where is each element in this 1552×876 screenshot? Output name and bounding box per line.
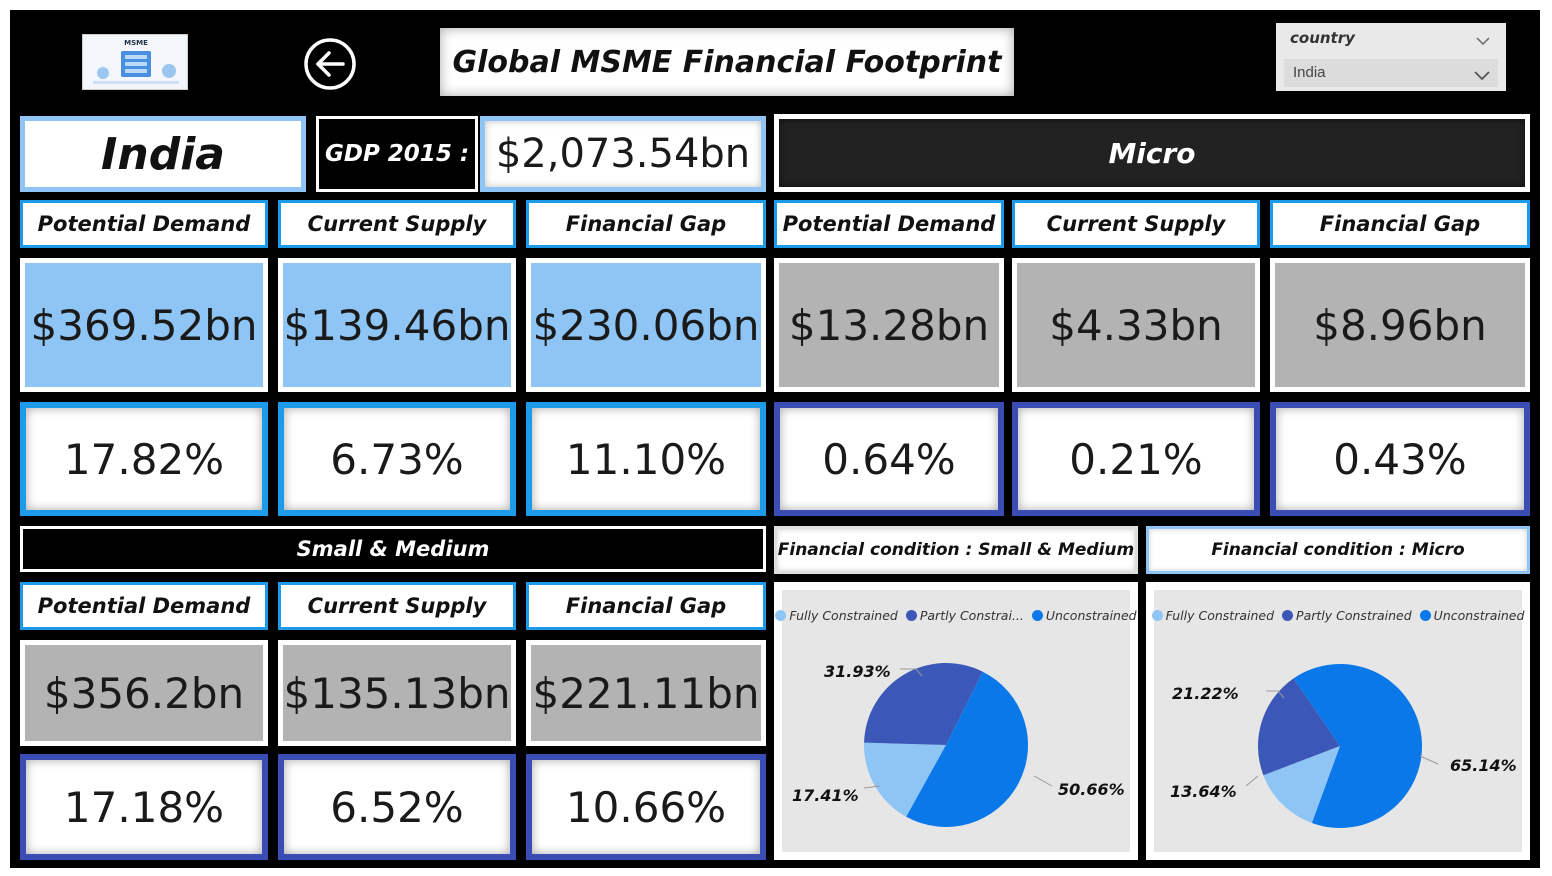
micro-header-financial-gap: Financial Gap (1270, 200, 1530, 248)
pie-slice-partly[interactable] (864, 663, 983, 745)
country-slicer[interactable]: country India (1276, 23, 1506, 91)
sm-pie-panel: Fully Constrained Partly Constrai... Unc… (774, 582, 1138, 860)
micro-title-bar: Micro (774, 114, 1530, 192)
sm-chart-title: Financial condition : Small & Medium (774, 526, 1138, 574)
pie-slice-unconstrained[interactable] (906, 671, 1029, 828)
micro-potential-demand-value: $13.28bn (774, 258, 1004, 392)
chevron-down-icon[interactable] (1476, 31, 1490, 46)
sm-pie-label-unconstrained: 50.66% (1058, 780, 1125, 799)
back-arrow-icon (304, 38, 356, 90)
sm-financial-gap-percent: 10.66% (526, 754, 766, 860)
page-title-box: Global MSME Financial Footprint (440, 28, 1014, 96)
dashboard-frame: MSME Global MSME Financial Footprint cou… (10, 10, 1540, 868)
micro-pie-label-fully: 13.64% (1170, 782, 1237, 801)
micro-header-potential-demand: Potential Demand (774, 200, 1004, 248)
pie-leader-line-unconstrained (1033, 775, 1053, 787)
gdp-label-box: GDP 2015 : (316, 116, 478, 192)
sm-current-supply-percent: 6.52% (278, 754, 516, 860)
slicer-label: country (1290, 29, 1355, 47)
micro-potential-demand-percent: 0.64% (774, 402, 1004, 516)
sm-pie-chart (863, 663, 1053, 828)
micro-legend-unconstrained: Unconstrained (1419, 608, 1524, 623)
micro-legend-fully: Fully Constrained (1151, 608, 1274, 623)
country-name: India (101, 128, 225, 180)
sm-header-current-supply: Current Supply (278, 582, 516, 630)
sm-current-supply-value: $135.13bn (278, 640, 516, 746)
micro-financial-gap-percent: 0.43% (1270, 402, 1530, 516)
total-header-potential-demand: Potential Demand (20, 200, 268, 248)
country-name-box: India (20, 116, 306, 192)
total-header-financial-gap: Financial Gap (526, 200, 766, 248)
micro-pie-panel: Fully Constrained Partly Constrained Unc… (1146, 582, 1530, 860)
sm-financial-gap-value: $221.11bn (526, 640, 766, 746)
total-financial-gap-percent: 11.10% (526, 402, 766, 516)
sm-header-financial-gap: Financial Gap (526, 582, 766, 630)
country-dropdown-value: India (1293, 64, 1326, 81)
pie-leader-line-fully (1245, 775, 1259, 787)
sm-legend-unconstrained: Unconstrained (1031, 608, 1137, 623)
pie-leader-line-partly (900, 668, 923, 677)
total-financial-gap-value: $230.06bn (526, 258, 766, 392)
sm-pie-label-fully: 17.41% (792, 786, 859, 805)
micro-financial-gap-value: $8.96bn (1270, 258, 1530, 392)
sm-pie-label-partly: 31.93% (824, 662, 891, 681)
page-title: Global MSME Financial Footprint (452, 44, 1002, 80)
pie-slice-fully[interactable] (1263, 746, 1340, 824)
micro-chart-title: Financial condition : Micro (1146, 526, 1530, 574)
pie-leader-line-unconstrained (1419, 755, 1439, 765)
pie-leader-line-fully (863, 785, 881, 789)
gdp-value: $2,073.54bn (495, 131, 751, 177)
sm-header-potential-demand: Potential Demand (20, 582, 268, 630)
micro-legend-partly: Partly Constrained (1282, 608, 1412, 623)
micro-pie-chart (1245, 664, 1439, 828)
sm-legend-partly: Partly Constrai... (905, 608, 1024, 623)
sm-potential-demand-percent: 17.18% (20, 754, 268, 860)
pie-slice-unconstrained[interactable] (1293, 664, 1422, 828)
micro-pie-label-partly: 21.22% (1172, 684, 1239, 703)
small-medium-title-bar: Small & Medium (20, 526, 766, 572)
micro-pie-label-unconstrained: 65.14% (1450, 756, 1517, 775)
sm-pie-legend: Fully Constrained Partly Constrai... Unc… (775, 608, 1137, 623)
country-dropdown[interactable]: India (1284, 59, 1498, 87)
micro-current-supply-percent: 0.21% (1012, 402, 1260, 516)
micro-pie-legend: Fully Constrained Partly Constrained Unc… (1151, 608, 1524, 623)
total-header-current-supply: Current Supply (278, 200, 516, 248)
msme-logo-icon: MSME (82, 34, 188, 90)
total-current-supply-percent: 6.73% (278, 402, 516, 516)
micro-header-current-supply: Current Supply (1012, 200, 1260, 248)
micro-title: Micro (1108, 136, 1196, 170)
gdp-value-box: $2,073.54bn (480, 116, 766, 192)
sm-potential-demand-value: $356.2bn (20, 640, 268, 746)
pie-slice-partly[interactable] (1258, 678, 1340, 776)
sm-legend-fully: Fully Constrained (775, 608, 898, 623)
pie-slice-fully[interactable] (864, 742, 946, 817)
total-current-supply-value: $139.46bn (278, 258, 516, 392)
chevron-down-icon (1474, 67, 1490, 81)
gdp-label: GDP 2015 : (324, 141, 470, 167)
svg-text:MSME: MSME (124, 39, 148, 47)
pie-leader-line-partly (1266, 690, 1285, 699)
total-potential-demand-value: $369.52bn (20, 258, 268, 392)
micro-current-supply-value: $4.33bn (1012, 258, 1260, 392)
back-button[interactable] (302, 36, 358, 92)
total-potential-demand-percent: 17.82% (20, 402, 268, 516)
